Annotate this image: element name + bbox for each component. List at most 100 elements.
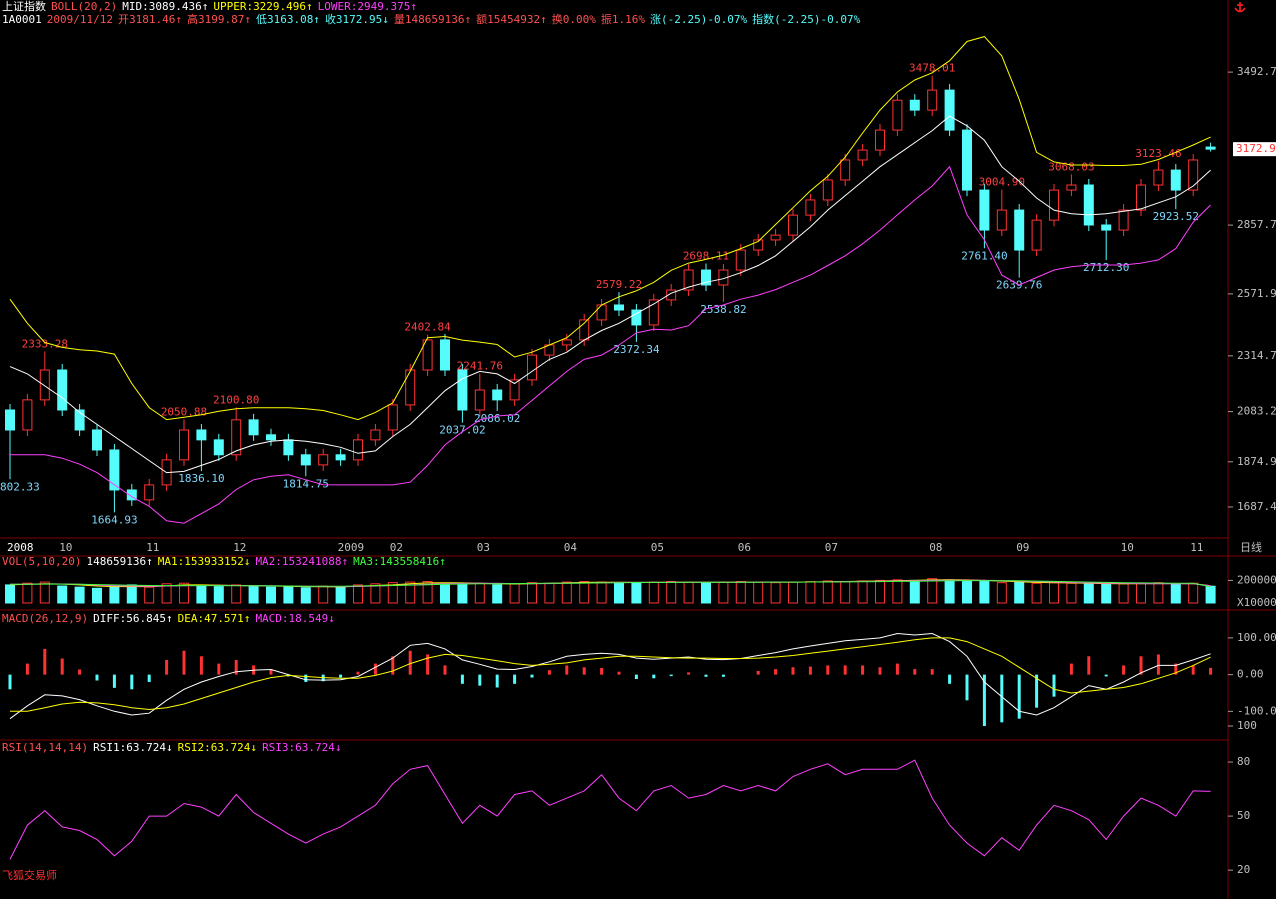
volume-bar [405,581,416,604]
candle-body [1153,169,1164,186]
panel-header: 1A0001 2009/11/12 开3181.46↑ 高3199.87↑ 低3163.… [2,12,861,26]
candle-body [318,454,329,466]
volume-bar [92,587,102,604]
volume-bar [196,585,207,604]
volume-bar [770,582,781,604]
candle-body [179,429,189,461]
volume-bar [335,586,346,604]
low-label: 2538.82 [700,303,746,316]
x-tick-label: 05 [651,541,664,554]
y-tick-label: 100 [1237,719,1257,732]
header-item: 高3199.87↑ [187,12,251,26]
candle-body [1118,209,1129,231]
header-item: RSI3:63.724↓ [262,741,341,754]
volume-bar [648,581,659,604]
candle-body [492,389,503,401]
volume-bar [1136,582,1146,604]
menu-icon[interactable] [1234,2,1246,13]
volume-bar [857,580,868,604]
candle-body [457,369,468,411]
brand-label: 飞狐交易师 [2,868,57,882]
y-tick-label: 2857.7 [1237,218,1276,231]
series-line [10,637,1211,712]
volume-bar [283,586,294,604]
header-item: RSI1:63.724↓ [93,741,172,754]
volume-bar [735,581,746,604]
high-label: 2579.22 [596,278,642,291]
y-tick-label: 1874.9 [1237,455,1276,468]
volume-bar [561,581,572,604]
x-tick-label: 2009 [338,541,365,554]
volume-bar [1153,582,1164,604]
high-label: 2100.80 [213,393,259,406]
y-tick-label: 80 [1237,755,1250,768]
candle-body [1083,184,1094,226]
header-item: 148659136↑ [86,555,152,568]
volume-bar [996,582,1007,604]
candle-body [909,99,920,111]
volume-bar [788,581,798,604]
volume-bar [39,581,50,604]
candle-body [5,409,15,431]
header-item: MA1:153933152↓ [158,555,251,568]
volume-bar [266,586,276,604]
low-label: 1836.10 [178,472,224,485]
volume-bar [840,581,851,604]
volume-bar [909,579,920,604]
candle-body [39,369,50,401]
x-tick-label: 11 [1190,541,1203,554]
volume-bar [631,582,642,604]
volume-bar [231,584,242,604]
candle-body [126,489,137,501]
high-label: 3123.46 [1135,147,1181,160]
candle-body [996,209,1007,231]
volume-bar [1205,585,1216,604]
panel-header: RSI(14,14,14) RSI1:63.724↓ RSI2:63.724↓ RSI… [2,741,342,754]
header-item: MA2:153241088↑ [255,555,348,568]
candle-body [1101,224,1112,231]
y-tick-label: 2314.7 [1237,349,1276,362]
volume-bar [1170,583,1181,604]
candle-body [962,129,972,191]
candle-body [944,89,955,131]
x-tick-label: 06 [738,541,751,554]
unit-label: X10000 [1237,596,1276,609]
series-line [9,580,1211,588]
x-tick-label: 11 [146,541,159,554]
volume-bar [666,581,677,604]
candle-body [927,89,938,111]
volume-bar [179,582,189,604]
volume-bar [387,582,398,604]
volume-bar [144,586,155,604]
panel-header: VOL(5,10,20) 148659136↑ MA1:153933152↓ MA2:… [2,555,446,568]
candle-body [109,449,120,491]
series-line [9,36,1211,421]
y-tick-label: 3492.7 [1237,65,1276,78]
candle-body [648,299,659,326]
header-item: MACD(26,12,9) [2,612,88,625]
volume-bar [979,581,990,604]
header-item: 2009/11/12 [47,13,113,26]
y-tick-label: -100.0 [1237,704,1276,717]
volume-bar [509,583,520,604]
candle-body [353,439,363,461]
volume-bar [57,585,68,604]
candle-body [561,339,572,346]
high-label: 2402.84 [404,321,451,334]
volume-bar [1101,583,1112,604]
series-line [10,165,1211,524]
candle-body [92,429,102,451]
volume-bar [457,583,468,604]
y-tick-label: 1687.4 [1237,500,1276,513]
candle-body [248,419,259,436]
x-tick-label: 10 [1121,541,1134,554]
candle-body [1205,146,1216,150]
header-item: 振1.16% [601,12,645,26]
candle-body [875,129,885,151]
last-price-box [1233,142,1276,157]
low-label: 1814.75 [283,477,329,490]
x-tick-label: 04 [564,541,578,554]
volume-bar [353,584,363,604]
candle-body [735,249,746,271]
header-item: 上证指数 [2,0,46,13]
